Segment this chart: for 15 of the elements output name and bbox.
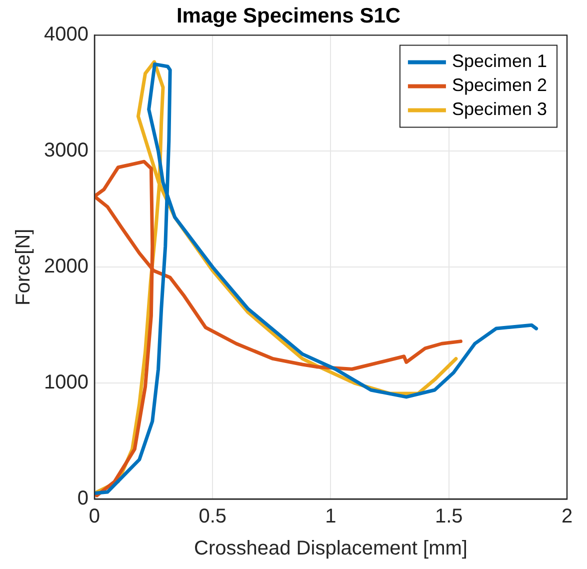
x-tick-label: 1: [325, 506, 336, 528]
x-tick-label: 1.5: [434, 506, 463, 528]
y-axis-title: Force[N]: [12, 228, 35, 306]
x-axis-title: Crosshead Displacement [mm]: [194, 538, 468, 560]
y-tick-label: 4000: [44, 24, 88, 46]
legend-label: Specimen 3: [452, 99, 548, 120]
y-tick-label: 0: [77, 488, 88, 510]
y-tick-label: 1000: [44, 372, 88, 394]
legend-label: Specimen 2: [452, 75, 548, 96]
x-tick-label: 0.5: [198, 506, 227, 528]
x-tick-label: 2: [561, 506, 573, 528]
y-tick-label: 2000: [44, 256, 88, 278]
chart-title: Image Specimens S1C: [176, 4, 401, 28]
legend-label: Specimen 1: [452, 51, 548, 72]
y-tick-label: 3000: [44, 140, 88, 162]
